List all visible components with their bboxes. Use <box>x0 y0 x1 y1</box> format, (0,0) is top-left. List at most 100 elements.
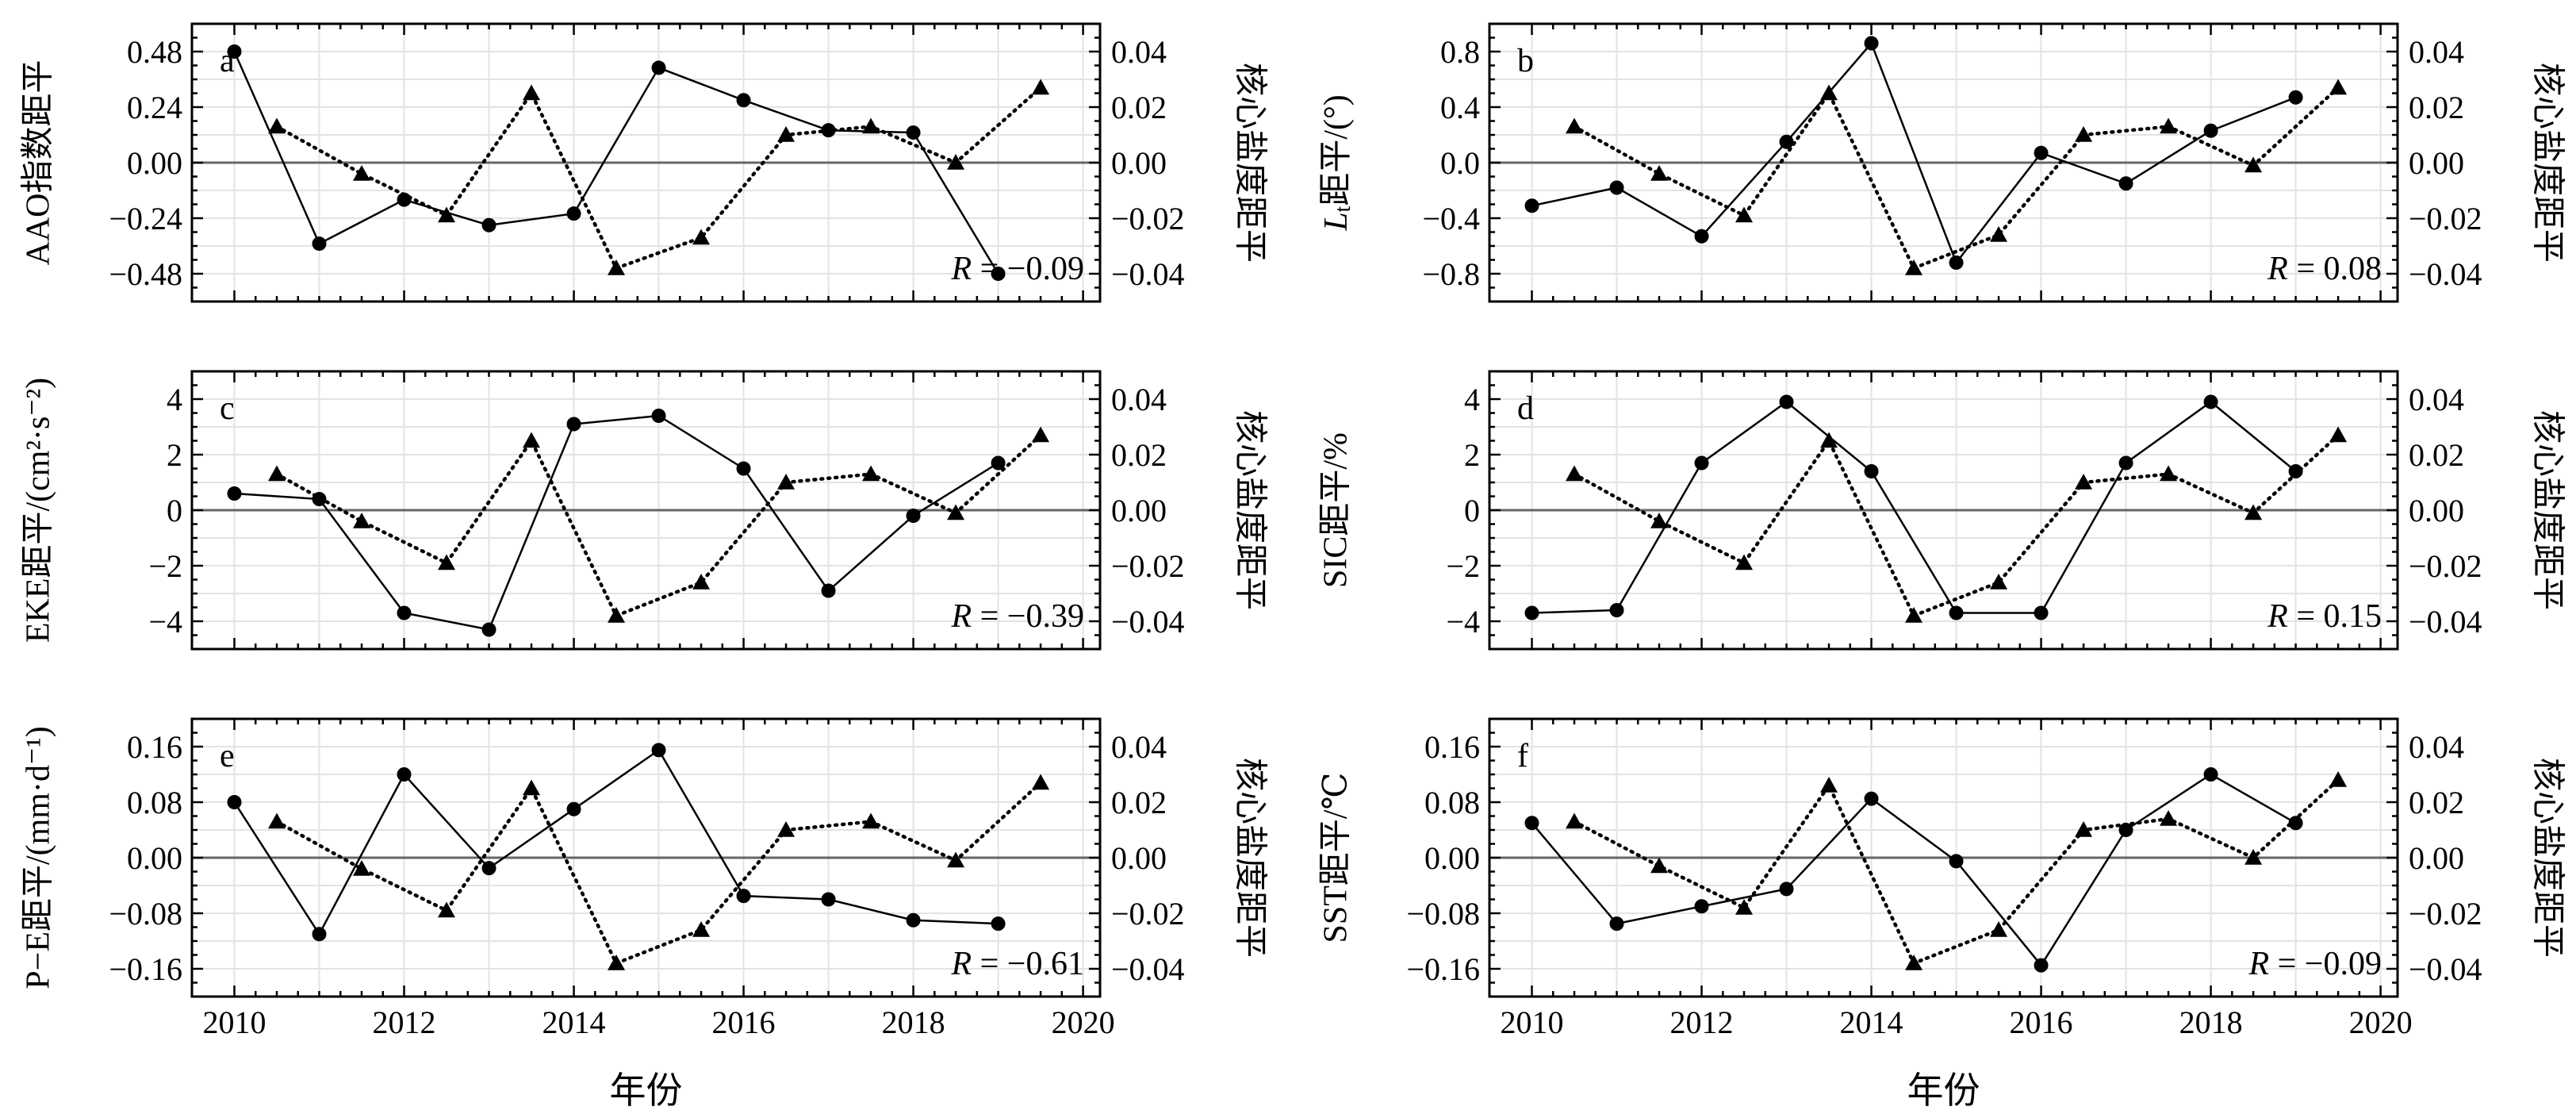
data-point <box>1524 198 1539 213</box>
data-point <box>2034 958 2049 973</box>
y-tick-label: 0.08 <box>127 785 182 820</box>
series-line <box>1531 773 2297 967</box>
data-point <box>947 154 965 170</box>
y2-tick-label: −0.02 <box>1111 548 1185 584</box>
data-point <box>2329 771 2348 787</box>
y-tick-label: −0.24 <box>109 201 182 236</box>
data-point <box>862 465 880 482</box>
y2-tick-label: 0.00 <box>1111 493 1167 528</box>
data-point <box>523 779 541 796</box>
data-point <box>268 812 286 829</box>
y2-tick-label: −0.02 <box>2409 548 2482 584</box>
data-point <box>651 743 666 758</box>
series-line <box>233 748 999 936</box>
data-point <box>2160 465 2178 482</box>
y2-axis-label: 核心盐度距平 <box>1231 758 1267 958</box>
data-point <box>397 605 412 620</box>
x-tick-label: 2018 <box>882 1005 945 1040</box>
data-point <box>523 84 541 101</box>
data-point <box>991 455 1006 471</box>
data-point <box>651 60 666 75</box>
data-point <box>862 117 880 134</box>
data-point <box>1779 882 1794 897</box>
left-y-ticks <box>192 370 203 651</box>
salinity-series <box>268 79 1050 275</box>
y-tick-label: −0.08 <box>109 896 182 932</box>
y-tick-label: −4 <box>148 604 182 640</box>
data-point <box>1905 259 1923 275</box>
data-point <box>608 955 626 970</box>
data-point <box>2118 176 2133 191</box>
y2-tick-label: −0.04 <box>1111 951 1185 987</box>
salinity-series <box>268 774 1050 970</box>
y2-tick-label: −0.04 <box>1111 256 1185 292</box>
left-y-ticks <box>1489 22 1501 303</box>
y-axis-label: SST距平/℃ <box>1318 772 1355 943</box>
x-tick-label: 2020 <box>1052 1005 1115 1040</box>
data-point <box>1650 513 1669 528</box>
y2-tick-label: −0.04 <box>2409 604 2482 640</box>
correlation-label: R = −0.39 <box>950 598 1084 635</box>
y-tick-label: 0.00 <box>127 840 182 876</box>
data-point <box>906 509 921 523</box>
data-point <box>1032 774 1050 790</box>
data-point <box>777 126 795 142</box>
data-point <box>777 821 795 837</box>
data-point <box>608 259 626 275</box>
y-axis-label: SIC距平/% <box>1318 432 1355 588</box>
index-series <box>227 743 1006 942</box>
salinity-series <box>1566 771 2348 970</box>
data-point <box>821 583 836 598</box>
y2-tick-label: 0.02 <box>1111 785 1167 820</box>
data-point <box>1694 899 1709 914</box>
y2-tick-label: −0.04 <box>1111 604 1185 640</box>
data-point <box>651 409 666 423</box>
data-point <box>1650 857 1669 874</box>
data-point <box>1779 394 1794 409</box>
y-axis-label: P−E距平/(mm·d⁻¹) <box>21 726 57 989</box>
y-tick-label: −0.48 <box>109 256 182 292</box>
data-point <box>1694 229 1709 244</box>
y-tick-label: 4 <box>167 382 182 417</box>
data-point <box>1949 605 1964 620</box>
data-point <box>2160 810 2178 826</box>
data-point <box>2244 849 2263 865</box>
data-point <box>438 901 456 918</box>
y-tick-label: 2 <box>167 437 182 473</box>
data-point <box>397 767 412 782</box>
left-y-ticks <box>192 22 203 303</box>
data-point <box>821 892 836 907</box>
y2-tick-label: 0.00 <box>1111 840 1167 876</box>
data-point <box>991 916 1006 932</box>
right-y-ticks <box>2386 22 2398 303</box>
y2-tick-label: 0.02 <box>1111 90 1167 125</box>
data-point <box>227 486 242 501</box>
data-point <box>312 236 327 252</box>
y2-tick-label: 0.04 <box>1111 34 1167 70</box>
data-point <box>2329 426 2348 443</box>
data-point <box>1735 554 1754 570</box>
x-tick-label: 2014 <box>542 1005 606 1040</box>
y2-tick-label: 0.02 <box>1111 437 1167 473</box>
x-ticks <box>1531 719 2382 997</box>
y-tick-label: −2 <box>1446 548 1480 584</box>
y2-axis-label: 核心盐度距平 <box>1231 410 1267 610</box>
data-point <box>1820 777 1838 793</box>
left-y-ticks <box>192 717 203 998</box>
y-axis-label: Lt距平/(°) <box>1318 94 1356 232</box>
series-line <box>1531 400 2297 614</box>
data-point <box>1032 426 1050 443</box>
data-point <box>1820 432 1838 448</box>
data-point <box>947 504 965 521</box>
salinity-series <box>268 426 1050 623</box>
data-point <box>1990 921 2008 937</box>
y2-tick-label: 0.00 <box>1111 145 1167 181</box>
left-y-ticks <box>1489 717 1501 998</box>
series-line <box>1572 778 2340 966</box>
correlation-label: R = −0.09 <box>950 251 1084 287</box>
x-tick-label: 2014 <box>1840 1005 1903 1040</box>
x-tick-label: 2010 <box>1501 1005 1564 1040</box>
data-point <box>1735 899 1754 915</box>
y-tick-label: −4 <box>1446 604 1480 640</box>
data-point <box>227 795 242 809</box>
